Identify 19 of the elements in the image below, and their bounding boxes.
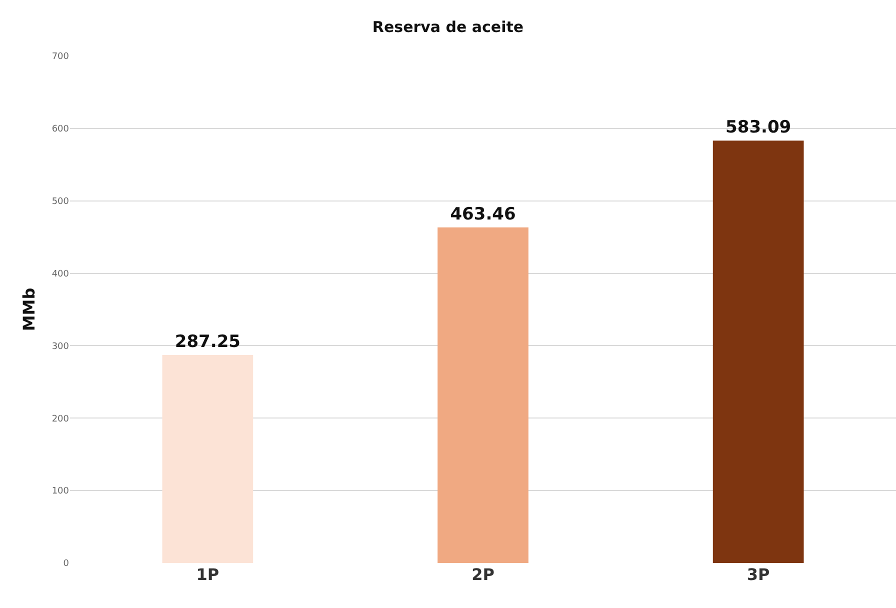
y-tick-label: 600 <box>52 124 70 135</box>
y-tick-label: 200 <box>52 414 70 424</box>
y-axis-title: MMb <box>20 288 39 332</box>
data-label: 463.46 <box>450 204 516 224</box>
data-label: 287.25 <box>174 332 240 352</box>
bar <box>712 140 804 563</box>
x-tick-label: 1P <box>196 565 220 584</box>
x-tick-label: 2P <box>472 565 495 584</box>
y-tick-label: 700 <box>52 52 70 62</box>
bar <box>438 227 528 563</box>
y-tick-label: 300 <box>52 342 70 352</box>
y-tick-label: 0 <box>63 559 70 570</box>
chart-title: Reserva de aceite <box>372 18 524 36</box>
bar <box>162 354 254 563</box>
y-tick-label: 500 <box>52 197 70 208</box>
y-tick-label: 400 <box>52 269 70 280</box>
data-label: 583.09 <box>726 118 792 138</box>
x-tick-label: 3P <box>746 565 770 584</box>
y-tick-label: 100 <box>52 486 70 497</box>
